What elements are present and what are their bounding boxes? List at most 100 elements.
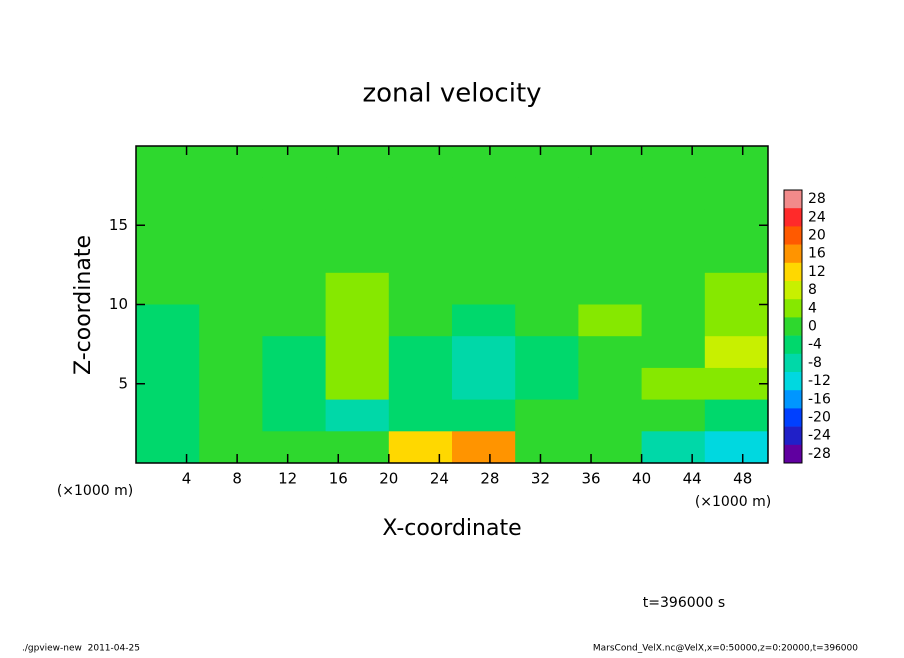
- colorbar-box: [784, 190, 802, 209]
- cell: [704, 241, 769, 274]
- cell: [515, 304, 579, 337]
- cell: [704, 431, 769, 464]
- colorbar-box: [784, 281, 802, 300]
- cell: [262, 241, 327, 274]
- x-tick-label: 40: [632, 470, 651, 488]
- cell: [262, 431, 327, 464]
- colorbar-box: [784, 226, 802, 245]
- cell: [199, 272, 263, 305]
- colorbar-label: 28: [808, 191, 826, 207]
- x-tick-label: 20: [379, 470, 398, 488]
- colorbar-box: [784, 444, 802, 464]
- cell: [641, 209, 706, 242]
- cell: [136, 177, 200, 210]
- cell: [199, 399, 263, 432]
- cell: [515, 177, 579, 210]
- x-tick-label: 8: [232, 470, 242, 488]
- cell: [452, 304, 516, 337]
- cell: [452, 272, 516, 305]
- cell: [199, 177, 263, 210]
- cell: [452, 399, 516, 432]
- y-tick-label: 10: [109, 295, 128, 313]
- cell: [704, 146, 769, 179]
- cell: [704, 367, 769, 401]
- cell: [578, 241, 643, 274]
- cell: [578, 272, 643, 305]
- colorbar-box: [784, 408, 802, 427]
- x-tick-label: 16: [329, 470, 348, 488]
- cell: [262, 367, 327, 401]
- x-tick-label: 44: [683, 470, 702, 488]
- colorbar-label: -24: [808, 428, 831, 444]
- cell: [262, 304, 327, 337]
- cell: [704, 336, 769, 369]
- cell: [578, 304, 643, 337]
- x-tick-label: 36: [581, 470, 600, 488]
- colorbar-label: -8: [808, 355, 822, 371]
- cell: [262, 177, 327, 210]
- cell: [388, 367, 453, 401]
- footer-left: ./gpview-new 2011-04-25: [22, 644, 140, 654]
- cell: [136, 399, 200, 432]
- cell: [388, 146, 453, 179]
- cell: [515, 272, 579, 305]
- cell: [199, 304, 263, 337]
- cell: [704, 177, 769, 210]
- cell: [641, 146, 706, 179]
- cell: [452, 209, 516, 242]
- colorbar-label: -4: [808, 337, 822, 353]
- colorbar-label: 8: [808, 282, 817, 298]
- cell: [262, 272, 327, 305]
- cell: [136, 209, 200, 242]
- colorbar-box: [784, 299, 802, 318]
- cell: [262, 209, 327, 242]
- cell: [452, 336, 516, 369]
- x-tick-label: 32: [531, 470, 550, 488]
- cell: [325, 431, 390, 464]
- cell: [641, 272, 706, 305]
- cell: [325, 146, 390, 179]
- cell: [199, 336, 263, 369]
- colorbar-label: -16: [808, 391, 831, 407]
- colorbar-box: [784, 208, 802, 227]
- cell: [578, 209, 643, 242]
- cell: [388, 209, 453, 242]
- cell: [641, 304, 706, 337]
- colorbar-box: [784, 262, 802, 282]
- cell: [578, 146, 643, 179]
- cell: [325, 304, 390, 337]
- y-axis-label: Z-coordinate: [71, 235, 96, 375]
- cell: [199, 367, 263, 401]
- cell: [641, 431, 706, 464]
- cell: [388, 431, 453, 464]
- cell: [136, 367, 200, 401]
- colorbar-box: [784, 335, 802, 355]
- cell: [641, 241, 706, 274]
- colorbar-box: [784, 372, 802, 391]
- cell: [199, 241, 263, 274]
- x-unit: (×1000 m): [57, 483, 133, 499]
- cell: [325, 336, 390, 369]
- footer-right: MarsCond_VelX.nc@VelX,x=0:50000,z=0:2000…: [593, 644, 858, 654]
- cell: [641, 177, 706, 210]
- cell: [515, 146, 579, 179]
- colorbar-label: -20: [808, 410, 831, 426]
- cell: [704, 304, 769, 337]
- cell: [388, 241, 453, 274]
- cell: [136, 431, 200, 464]
- cell: [578, 367, 643, 401]
- cell: [136, 241, 200, 274]
- cell: [578, 336, 643, 369]
- cell: [641, 336, 706, 369]
- cell: [325, 241, 390, 274]
- y-tick-label: 5: [118, 374, 128, 392]
- cell: [388, 399, 453, 432]
- cell: [641, 367, 706, 401]
- colorbar-label: -12: [808, 373, 831, 389]
- colorbar-label: 20: [808, 228, 826, 244]
- cell: [262, 146, 327, 179]
- colorbar-box: [784, 353, 802, 373]
- cell: [325, 177, 390, 210]
- cell: [199, 431, 263, 464]
